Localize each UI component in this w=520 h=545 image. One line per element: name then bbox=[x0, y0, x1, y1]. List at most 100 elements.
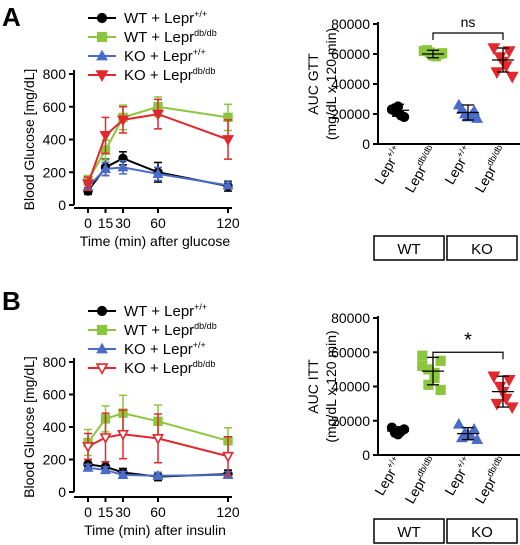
legend-label: KO + Lepr+/+ bbox=[124, 340, 206, 358]
legend-label-base: WT + Lepr bbox=[124, 29, 194, 46]
data-point bbox=[222, 451, 234, 463]
category-label-base: Lepr bbox=[401, 163, 429, 196]
category-label-base: Lepr bbox=[441, 465, 469, 498]
data-point bbox=[487, 371, 501, 384]
legend-label: KO + Lepr+/+ bbox=[124, 47, 206, 65]
y-tick-label: 0 bbox=[362, 136, 370, 152]
x-tick-label: 15 bbox=[98, 504, 114, 520]
dot-plot-B-scatter: 0 20000 40000 60000 80000 AUC ITT (mg/dL x 120… bbox=[305, 310, 520, 544]
category-label: Leprdb/db bbox=[401, 454, 441, 506]
y-tick-label: 80000 bbox=[331, 310, 370, 326]
y-tick-label: 400 bbox=[43, 419, 67, 435]
y-tick-label: 60000 bbox=[331, 344, 370, 360]
category-label-base: Lepr bbox=[371, 154, 399, 187]
y-axis-title: Blood Glucose [mg/dL] bbox=[21, 69, 37, 211]
panel-label-b: B bbox=[2, 286, 21, 316]
y-tick-label: 800 bbox=[43, 66, 67, 82]
line-chart-B-line: 0 200 400 600 800 0 15 30 60 120 Time (min) after … bbox=[21, 302, 240, 538]
category-label: Lepr+/+ bbox=[370, 143, 405, 187]
x-tick-label: 0 bbox=[84, 215, 92, 231]
legend-marker bbox=[96, 324, 108, 336]
legend-label-sup: +/+ bbox=[193, 47, 206, 57]
data-point bbox=[471, 112, 484, 123]
x-axis-title: Time (min) after insulin bbox=[84, 522, 226, 538]
data-point bbox=[82, 461, 94, 472]
legend-label-base: WT + Lepr bbox=[124, 10, 194, 27]
y-axis-title: AUC GTT bbox=[305, 53, 321, 115]
data-point bbox=[152, 469, 164, 480]
genotype-label: KO bbox=[471, 241, 493, 258]
data-point bbox=[152, 168, 164, 178]
data-point bbox=[82, 442, 94, 453]
genotype-box-wt bbox=[373, 518, 445, 544]
y-axis-subtitle: (mg/dL x 120 min) bbox=[323, 330, 339, 442]
y-tick-label: 200 bbox=[43, 164, 67, 180]
line-chart-A-line: 0 200 400 600 800 0 15 30 60 120 Time (min) after … bbox=[21, 9, 240, 249]
group-2 bbox=[452, 417, 484, 444]
legend-marker bbox=[96, 12, 108, 24]
data-point bbox=[399, 111, 410, 123]
data-point bbox=[471, 433, 484, 444]
y-tick-label: 800 bbox=[43, 354, 67, 370]
category-label-base: Lepr bbox=[441, 154, 469, 187]
category-label: Lepr+/+ bbox=[440, 143, 475, 187]
legend-label-sup: +/+ bbox=[194, 302, 207, 312]
data-point bbox=[99, 433, 112, 445]
y-tick-label: 40000 bbox=[331, 76, 370, 92]
legend-marker bbox=[96, 31, 108, 43]
y-tick-label: 20000 bbox=[331, 106, 370, 122]
data-point bbox=[117, 469, 129, 480]
legend-label: WT + Leprdb/db bbox=[124, 28, 217, 46]
category-label-sup: db/db bbox=[485, 454, 505, 479]
genotype-box-ko bbox=[446, 518, 518, 544]
legend-label-sup: db/db bbox=[193, 66, 216, 76]
legend-label: WT + Lepr+/+ bbox=[124, 9, 207, 27]
group-0 bbox=[386, 422, 410, 440]
y-tick-label: 0 bbox=[362, 447, 370, 463]
y-tick-label: 80000 bbox=[331, 16, 370, 32]
y-tick-label: 20000 bbox=[331, 413, 370, 429]
category-label: Leprdb/db bbox=[401, 143, 441, 195]
data-point bbox=[99, 131, 112, 142]
legend-marker bbox=[95, 70, 109, 82]
data-point bbox=[429, 372, 440, 384]
significance-label: * bbox=[464, 329, 472, 351]
x-tick-label: 15 bbox=[98, 215, 114, 231]
group-0 bbox=[386, 101, 410, 123]
y-tick-label: 60000 bbox=[331, 46, 370, 62]
category-label-sup: db/db bbox=[485, 143, 505, 168]
data-point bbox=[117, 161, 129, 172]
legend-label-base: WT + Lepr bbox=[124, 322, 194, 339]
legend-label-sup: +/+ bbox=[194, 9, 207, 19]
legend-label-base: WT + Lepr bbox=[124, 303, 194, 320]
x-tick-label: 120 bbox=[216, 215, 240, 231]
group-3 bbox=[487, 43, 519, 84]
category-label-sup: db/db bbox=[415, 454, 435, 479]
group-3 bbox=[487, 371, 519, 415]
y-tick-label: 200 bbox=[43, 452, 67, 468]
y-tick-label: 40000 bbox=[331, 379, 370, 395]
legend-label: KO + Leprdb/db bbox=[124, 359, 215, 377]
y-tick-label: 400 bbox=[43, 132, 67, 148]
legend-label-sup: +/+ bbox=[193, 340, 206, 350]
category-label: Lepr+/+ bbox=[370, 454, 405, 498]
x-tick-label: 60 bbox=[150, 504, 166, 520]
x-tick-label: 120 bbox=[216, 504, 240, 520]
legend-marker bbox=[96, 305, 108, 317]
data-point bbox=[399, 424, 410, 435]
category-label: Leprdb/db bbox=[471, 143, 511, 195]
legend-label-base: KO + Lepr bbox=[124, 341, 193, 358]
group-1 bbox=[417, 350, 446, 396]
group-2 bbox=[452, 98, 484, 123]
category-label-base: Lepr bbox=[371, 465, 399, 498]
legend-label: KO + Leprdb/db bbox=[124, 66, 215, 84]
genotype-box-ko bbox=[446, 235, 518, 261]
y-axis-title: AUC ITT bbox=[305, 359, 321, 414]
legend-label-sup: db/db bbox=[194, 28, 217, 38]
category-label: Leprdb/db bbox=[471, 454, 511, 506]
data-point bbox=[100, 163, 111, 174]
x-axis-title: Time (min) after glucose bbox=[80, 233, 231, 249]
